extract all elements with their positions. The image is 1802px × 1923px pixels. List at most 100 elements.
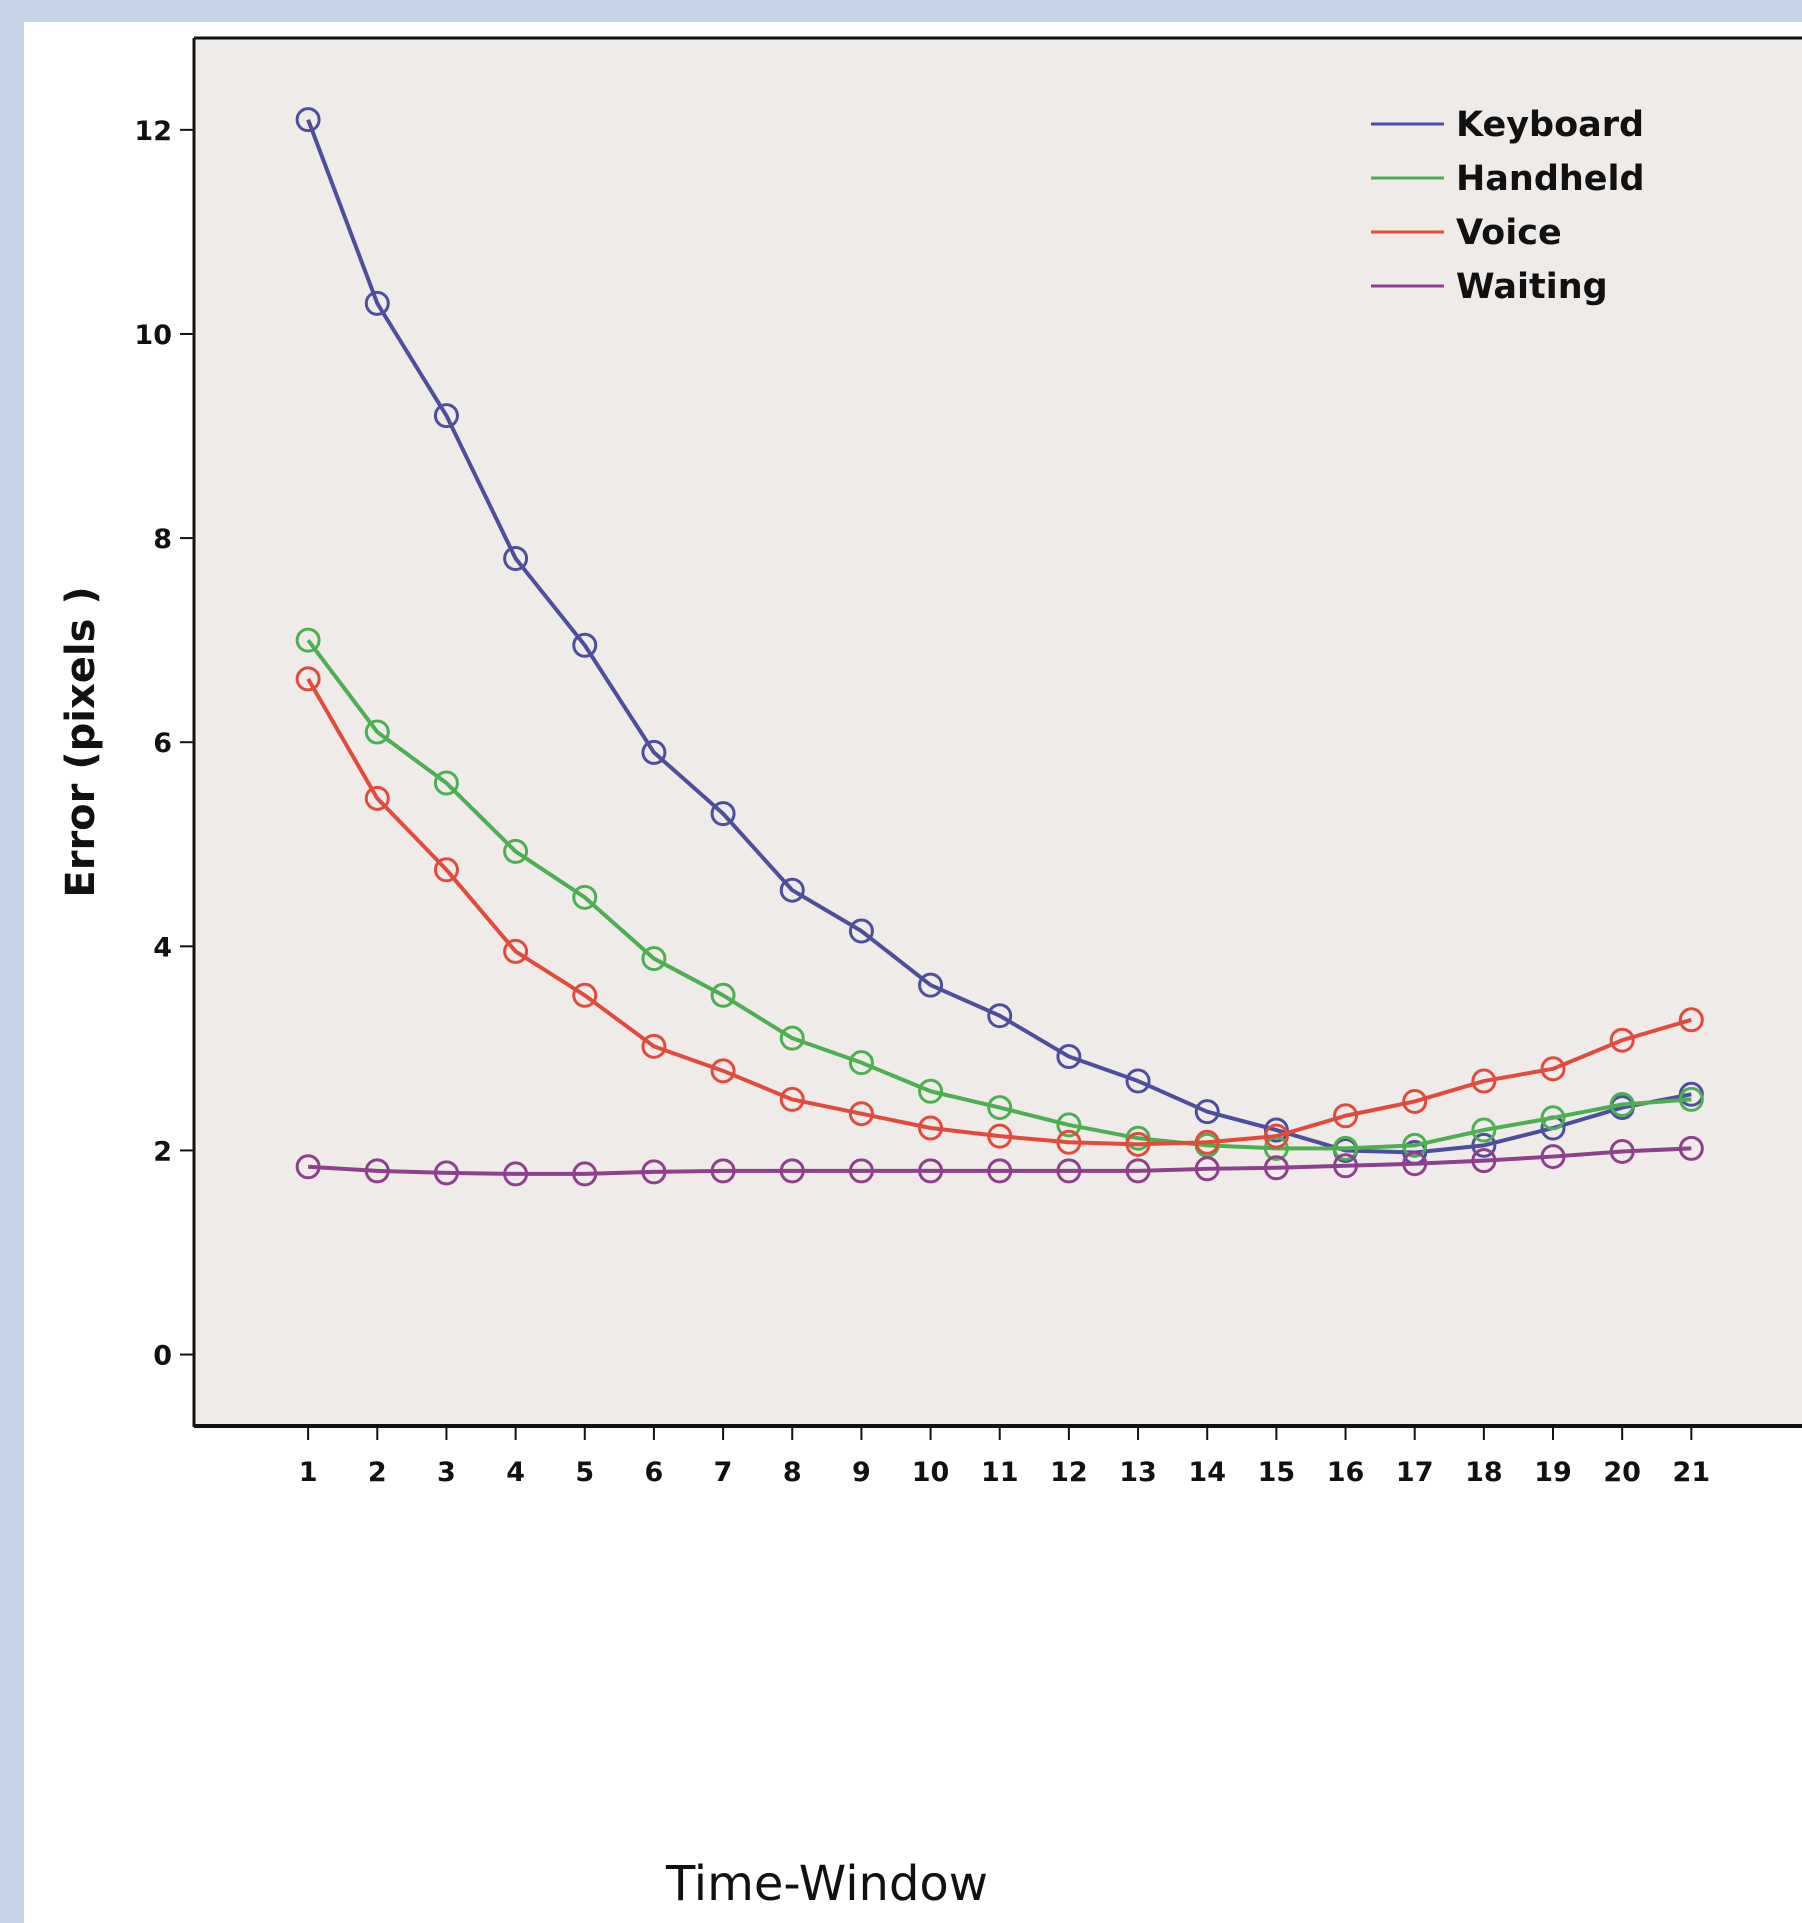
series-line-handheld <box>306 638 1692 1151</box>
series-waiting <box>295 1135 1704 1187</box>
series-voice <box>295 666 1704 1157</box>
data-point-waiting <box>1125 1158 1151 1184</box>
data-point-voice <box>1333 1103 1359 1129</box>
data-point-keyboard <box>1125 1068 1151 1094</box>
data-point-handheld <box>1471 1117 1497 1143</box>
data-point-voice <box>1609 1027 1635 1053</box>
x-tick-label: 8 <box>783 1457 802 1488</box>
data-point-keyboard <box>1056 1044 1082 1070</box>
data-point-waiting <box>503 1161 529 1187</box>
data-point-handheld <box>572 884 598 910</box>
series-layer <box>295 107 1704 1187</box>
data-point-voice <box>1056 1129 1082 1155</box>
data-point-keyboard <box>1471 1132 1497 1158</box>
data-point-voice <box>641 1033 667 1059</box>
data-point-waiting <box>779 1158 805 1184</box>
x-tick-label: 1 <box>299 1457 318 1488</box>
x-tick-label: 14 <box>1188 1457 1226 1488</box>
data-point-keyboard <box>364 290 390 316</box>
data-point-handheld <box>641 946 667 972</box>
data-point-waiting <box>364 1158 390 1184</box>
data-point-handheld <box>779 1025 805 1051</box>
data-point-keyboard <box>710 801 736 827</box>
data-point-handheld <box>1402 1132 1428 1158</box>
data-point-keyboard <box>433 403 459 429</box>
data-point-waiting <box>641 1159 667 1185</box>
legend-label-keyboard: Keyboard <box>1456 105 1644 145</box>
data-point-voice <box>1471 1068 1497 1094</box>
x-tick-label: 21 <box>1673 1457 1711 1488</box>
data-point-voice <box>572 982 598 1008</box>
x-tick-label: 10 <box>912 1457 950 1488</box>
data-point-handheld <box>295 627 321 653</box>
data-point-voice <box>433 857 459 883</box>
data-point-keyboard <box>572 632 598 658</box>
x-tick-label: 3 <box>437 1457 456 1488</box>
data-point-waiting <box>1678 1135 1704 1161</box>
y-tick-label: 8 <box>153 524 172 555</box>
data-point-voice <box>1678 1007 1704 1033</box>
data-point-keyboard <box>1194 1099 1220 1125</box>
data-point-handheld <box>1125 1125 1151 1151</box>
x-tick-label: 5 <box>575 1457 594 1488</box>
chart-frame: 0 2 4 6 8 10 12 1 2 3 4 5 6 7 8 9 10 11 12 13 14 15 16 17 18 19 20… <box>24 22 1802 1923</box>
data-point-handheld <box>987 1095 1013 1121</box>
legend-label-waiting: Waiting <box>1456 267 1608 307</box>
y-tick-label: 12 <box>134 116 172 147</box>
x-tick-label: 9 <box>852 1457 871 1488</box>
data-point-waiting <box>1609 1138 1635 1164</box>
data-point-waiting <box>848 1158 874 1184</box>
data-point-handheld <box>364 719 390 745</box>
data-point-waiting <box>433 1160 459 1186</box>
data-point-voice <box>364 785 390 811</box>
y-tick-label: 4 <box>153 932 172 963</box>
data-point-waiting <box>295 1154 321 1180</box>
y-tick-label: 6 <box>153 728 172 759</box>
data-point-handheld <box>503 838 529 864</box>
data-point-waiting <box>1263 1155 1289 1181</box>
data-point-waiting <box>1333 1153 1359 1179</box>
x-tick-label: 2 <box>368 1457 387 1488</box>
data-point-waiting <box>1402 1151 1428 1177</box>
data-point-voice <box>1125 1131 1151 1157</box>
data-point-voice <box>848 1101 874 1127</box>
data-point-keyboard <box>1263 1117 1289 1143</box>
data-point-keyboard <box>987 1003 1013 1029</box>
legend: Keyboard Handheld Voice Waiting <box>1371 105 1645 307</box>
data-point-waiting <box>1471 1148 1497 1174</box>
data-point-handheld <box>1678 1086 1704 1112</box>
y-tick-label: 0 <box>153 1341 172 1372</box>
data-point-handheld <box>918 1078 944 1104</box>
x-tick-label: 12 <box>1050 1457 1088 1488</box>
plot-area <box>194 38 1802 1426</box>
data-point-keyboard <box>641 739 667 765</box>
data-point-voice <box>1263 1123 1289 1149</box>
x-tick-label: 16 <box>1327 1457 1365 1488</box>
data-point-voice <box>1194 1129 1220 1155</box>
series-line-keyboard <box>306 118 1692 1155</box>
data-point-handheld <box>1056 1112 1082 1138</box>
data-point-voice <box>918 1115 944 1141</box>
x-tick-label: 18 <box>1465 1457 1503 1488</box>
data-point-keyboard <box>779 877 805 903</box>
series-line-waiting <box>307 1146 1692 1176</box>
x-tick-label: 7 <box>714 1457 733 1488</box>
data-point-waiting <box>1540 1144 1566 1170</box>
data-point-voice <box>779 1086 805 1112</box>
data-point-voice <box>987 1123 1013 1149</box>
data-point-handheld <box>710 982 736 1008</box>
data-point-waiting <box>987 1158 1013 1184</box>
legend-label-handheld: Handheld <box>1456 159 1645 199</box>
data-point-voice <box>710 1058 736 1084</box>
data-point-handheld <box>1333 1135 1359 1161</box>
x-tick-label: 15 <box>1258 1457 1296 1488</box>
data-point-handheld <box>848 1050 874 1076</box>
data-point-voice <box>1402 1088 1428 1114</box>
data-point-handheld <box>1609 1092 1635 1118</box>
data-point-waiting <box>1194 1156 1220 1182</box>
x-tick-label: 11 <box>981 1457 1019 1488</box>
data-point-handheld <box>1540 1105 1566 1131</box>
x-tick-label: 6 <box>645 1457 664 1488</box>
y-tick-label: 10 <box>134 320 172 351</box>
